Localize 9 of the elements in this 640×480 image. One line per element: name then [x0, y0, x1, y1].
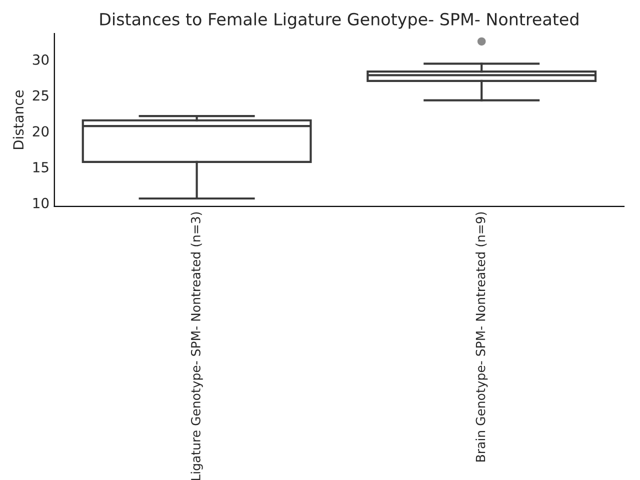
chart-title: Distances to Female Ligature Genotype- SPM- Nontreated: [100, 12, 578, 29]
y-tick-label: 20: [32, 126, 49, 137]
y-tick-label: 30: [32, 54, 49, 65]
y-axis-title: Distance: [12, 90, 24, 149]
x-tick-label: Ligature Genotype- SPM- Nontreated (n=3): [190, 212, 203, 480]
y-tick-label: 15: [33, 162, 48, 172]
x-tick-label: Brain Genotype- SPM- Nontreated (n=9): [476, 212, 488, 462]
y-tick-label: 25: [32, 90, 48, 101]
y-tick-label: 10: [33, 198, 49, 208]
